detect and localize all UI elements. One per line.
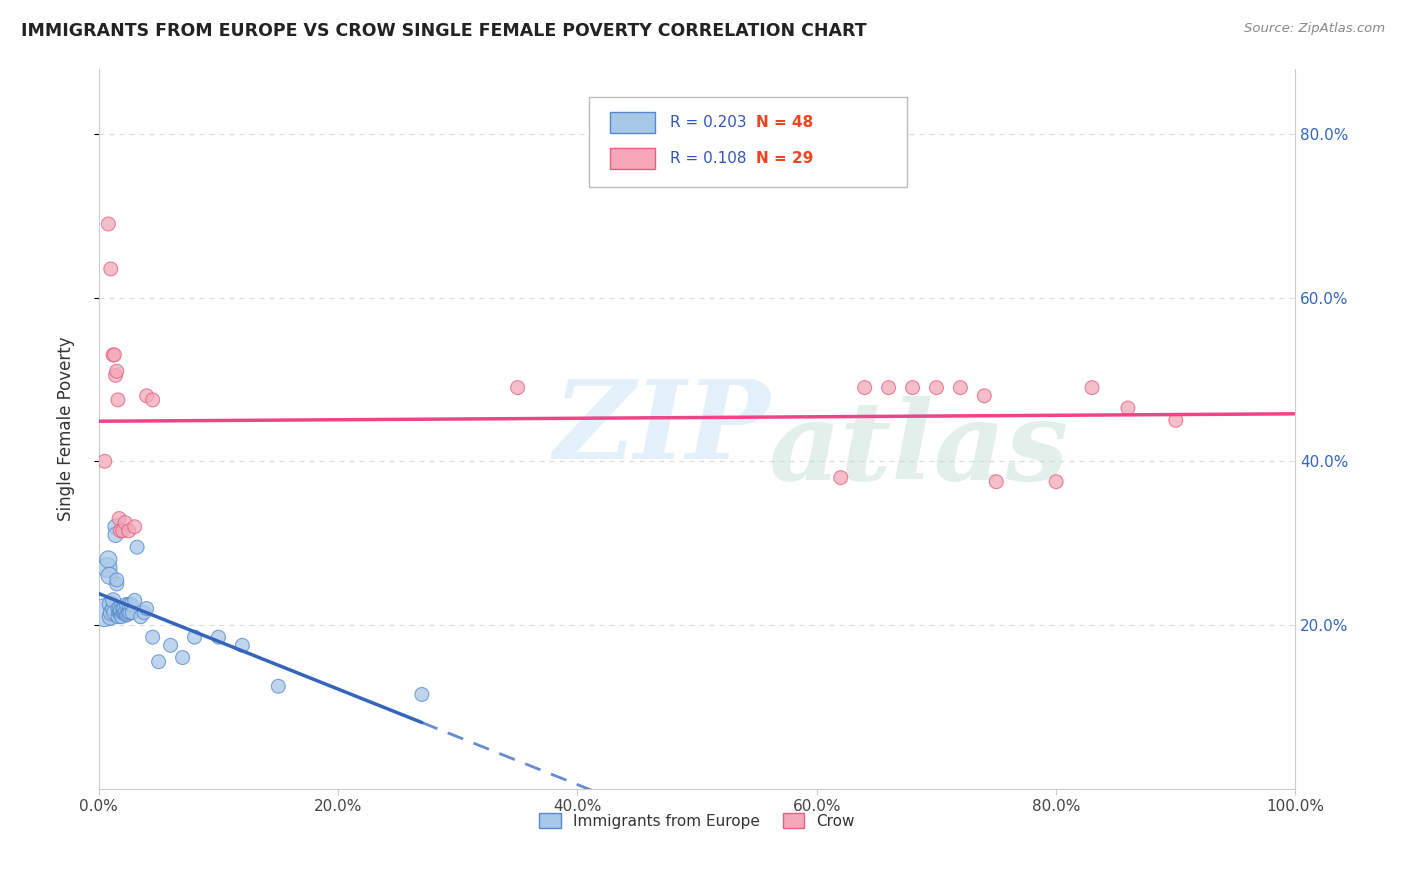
Point — [97, 217, 120, 231]
Point — [1045, 475, 1067, 489]
FancyBboxPatch shape — [589, 97, 907, 187]
Point — [101, 606, 124, 620]
Text: Source: ZipAtlas.com: Source: ZipAtlas.com — [1244, 22, 1385, 36]
Point — [267, 679, 290, 693]
Point — [231, 638, 253, 652]
Point — [973, 389, 995, 403]
Point — [135, 601, 157, 615]
Point — [148, 655, 170, 669]
FancyBboxPatch shape — [610, 112, 655, 133]
Point — [118, 606, 141, 620]
FancyBboxPatch shape — [610, 148, 655, 169]
Point — [101, 348, 124, 362]
Point — [120, 598, 142, 612]
Point — [925, 381, 948, 395]
Point — [949, 381, 972, 395]
Point — [111, 606, 134, 620]
Point — [111, 601, 134, 615]
Point — [107, 392, 129, 407]
Point — [117, 607, 139, 622]
Point — [108, 606, 131, 620]
Point — [118, 524, 141, 538]
Point — [207, 630, 229, 644]
Point — [110, 524, 132, 538]
Point — [124, 593, 146, 607]
Point — [118, 598, 141, 612]
Point — [108, 511, 131, 525]
Y-axis label: Single Female Poverty: Single Female Poverty — [58, 336, 75, 521]
Point — [124, 519, 146, 533]
Point — [103, 348, 125, 362]
Point — [96, 560, 118, 574]
Point — [901, 381, 924, 395]
Point — [107, 601, 129, 615]
Point — [183, 630, 205, 644]
Point — [1116, 401, 1139, 415]
Point — [135, 389, 157, 403]
Point — [114, 606, 136, 620]
Point — [112, 606, 135, 620]
Point — [105, 573, 128, 587]
Legend: Immigrants from Europe, Crow: Immigrants from Europe, Crow — [533, 807, 860, 835]
Point — [1081, 381, 1104, 395]
Point — [94, 454, 117, 468]
Point — [411, 688, 433, 702]
Point — [506, 381, 529, 395]
Point — [134, 606, 156, 620]
Text: R = 0.108: R = 0.108 — [669, 151, 747, 166]
Text: R = 0.203: R = 0.203 — [669, 115, 747, 130]
Point — [830, 470, 852, 484]
Point — [129, 609, 152, 624]
Point — [1164, 413, 1187, 427]
Point — [100, 598, 122, 612]
Point — [104, 368, 127, 383]
Point — [105, 577, 128, 591]
Point — [111, 524, 134, 538]
Point — [159, 638, 181, 652]
Text: N = 29: N = 29 — [756, 151, 813, 166]
Point — [142, 392, 165, 407]
Point — [853, 381, 876, 395]
Point — [104, 528, 127, 542]
Point — [103, 606, 125, 620]
Point — [115, 598, 138, 612]
Point — [101, 601, 124, 615]
Text: IMMIGRANTS FROM EUROPE VS CROW SINGLE FEMALE POVERTY CORRELATION CHART: IMMIGRANTS FROM EUROPE VS CROW SINGLE FE… — [21, 22, 866, 40]
Point — [172, 650, 194, 665]
Point — [108, 601, 131, 615]
Point — [107, 609, 129, 624]
Text: atlas: atlas — [769, 396, 1069, 504]
Point — [125, 540, 148, 554]
Point — [104, 519, 127, 533]
Point — [142, 630, 165, 644]
Point — [100, 262, 122, 277]
Point — [118, 606, 141, 620]
Point — [98, 569, 121, 583]
Point — [877, 381, 900, 395]
Point — [110, 603, 132, 617]
Point — [94, 606, 117, 620]
Point — [115, 608, 138, 623]
Point — [112, 601, 135, 615]
Point — [121, 606, 143, 620]
Point — [101, 593, 124, 607]
Point — [105, 364, 128, 378]
Point — [110, 609, 132, 624]
Text: N = 48: N = 48 — [756, 115, 813, 130]
Point — [986, 475, 1008, 489]
Point — [100, 609, 122, 624]
Point — [114, 516, 136, 530]
Point — [110, 606, 132, 620]
Text: ZIP: ZIP — [554, 375, 770, 483]
Point — [97, 552, 120, 566]
